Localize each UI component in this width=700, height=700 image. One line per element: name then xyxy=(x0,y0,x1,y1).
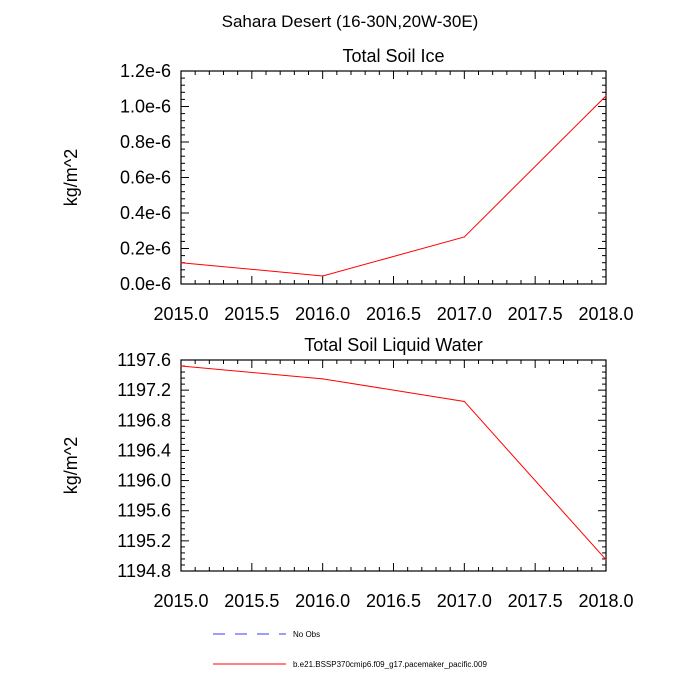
x-tick-label: 2017.0 xyxy=(437,591,492,611)
data-point xyxy=(180,365,182,367)
data-point xyxy=(463,400,465,403)
data-point xyxy=(180,262,182,264)
x-tick-label: 2017.0 xyxy=(437,304,492,324)
legend-label-no-obs: No Obs xyxy=(293,630,320,639)
data-point xyxy=(322,275,324,277)
plot-frame xyxy=(180,70,607,285)
y-tick-label: 0.4e-6 xyxy=(120,203,171,223)
y-tick-label: 1.2e-6 xyxy=(120,61,171,81)
data-point xyxy=(605,95,607,97)
x-tick-label: 2015.5 xyxy=(224,591,279,611)
y-tick-label: 0.8e-6 xyxy=(120,132,171,152)
y-tick-label: 1196.0 xyxy=(117,471,171,491)
chart-title: Total Soil Liquid Water xyxy=(304,335,482,355)
series-line-1 xyxy=(180,95,607,277)
y-tick-label: 1196.4 xyxy=(117,440,171,460)
y-axis-label: kg/m^2 xyxy=(61,149,81,206)
y-tick-label: 0.6e-6 xyxy=(120,168,171,188)
series-line-1 xyxy=(180,365,607,561)
x-tick-label: 2017.5 xyxy=(508,304,563,324)
x-tick-label: 2016.0 xyxy=(295,304,350,324)
y-tick-label: 1196.8 xyxy=(117,410,171,430)
x-tick-label: 2018.0 xyxy=(578,304,633,324)
chart-panel-2: Total Soil Liquid Water kg/m^2 2015.0 2015.… xyxy=(61,335,634,611)
figure-title: Sahara Desert (16-30N,20W-30E) xyxy=(222,12,479,31)
x-tick-label: 2016.5 xyxy=(366,591,421,611)
plot-frame xyxy=(180,359,607,572)
x-tick-label: 2016.0 xyxy=(295,591,350,611)
y-tick-label: 1194.8 xyxy=(117,561,171,581)
y-tick-label: 1197.2 xyxy=(117,380,171,400)
legend-label-model-run: b.e21.BSSP370cmip6.f09_g17.pacemaker_pac… xyxy=(293,660,487,669)
chart-panel-1: Total Soil Ice kg/m^2 2015.0 2015.5 2016.0 20… xyxy=(61,46,634,324)
y-tick-label: 1195.2 xyxy=(117,531,171,551)
data-point xyxy=(322,378,324,380)
y-tick-label: 1.0e-6 xyxy=(120,97,171,117)
data-point xyxy=(605,559,607,561)
chart-title: Total Soil Ice xyxy=(342,46,444,66)
data-point xyxy=(463,236,465,238)
x-tick-label: 2015.5 xyxy=(224,304,279,324)
legend: No Obs b.e21.BSSP370cmip6.f09_g17.pacema… xyxy=(213,630,487,669)
x-tick-label: 2017.5 xyxy=(508,591,563,611)
y-tick-label: 1197.6 xyxy=(117,350,171,370)
x-tick-label: 2016.5 xyxy=(366,304,421,324)
y-tick-label: 0.2e-6 xyxy=(120,239,171,259)
x-tick-label: 2018.0 xyxy=(578,591,633,611)
legend-entry-no-obs: No Obs xyxy=(213,630,320,639)
y-axis-label: kg/m^2 xyxy=(61,437,81,494)
y-tick-label: 0.0e-6 xyxy=(120,274,171,294)
x-tick-label: 2015.0 xyxy=(153,591,208,611)
chart-panels: Total Soil Ice kg/m^2 2015.0 2015.5 2016.0 20… xyxy=(61,46,634,611)
x-tick-label: 2015.0 xyxy=(153,304,208,324)
legend-entry-model-run: b.e21.BSSP370cmip6.f09_g17.pacemaker_pac… xyxy=(213,660,487,669)
y-tick-label: 1195.6 xyxy=(117,501,171,521)
